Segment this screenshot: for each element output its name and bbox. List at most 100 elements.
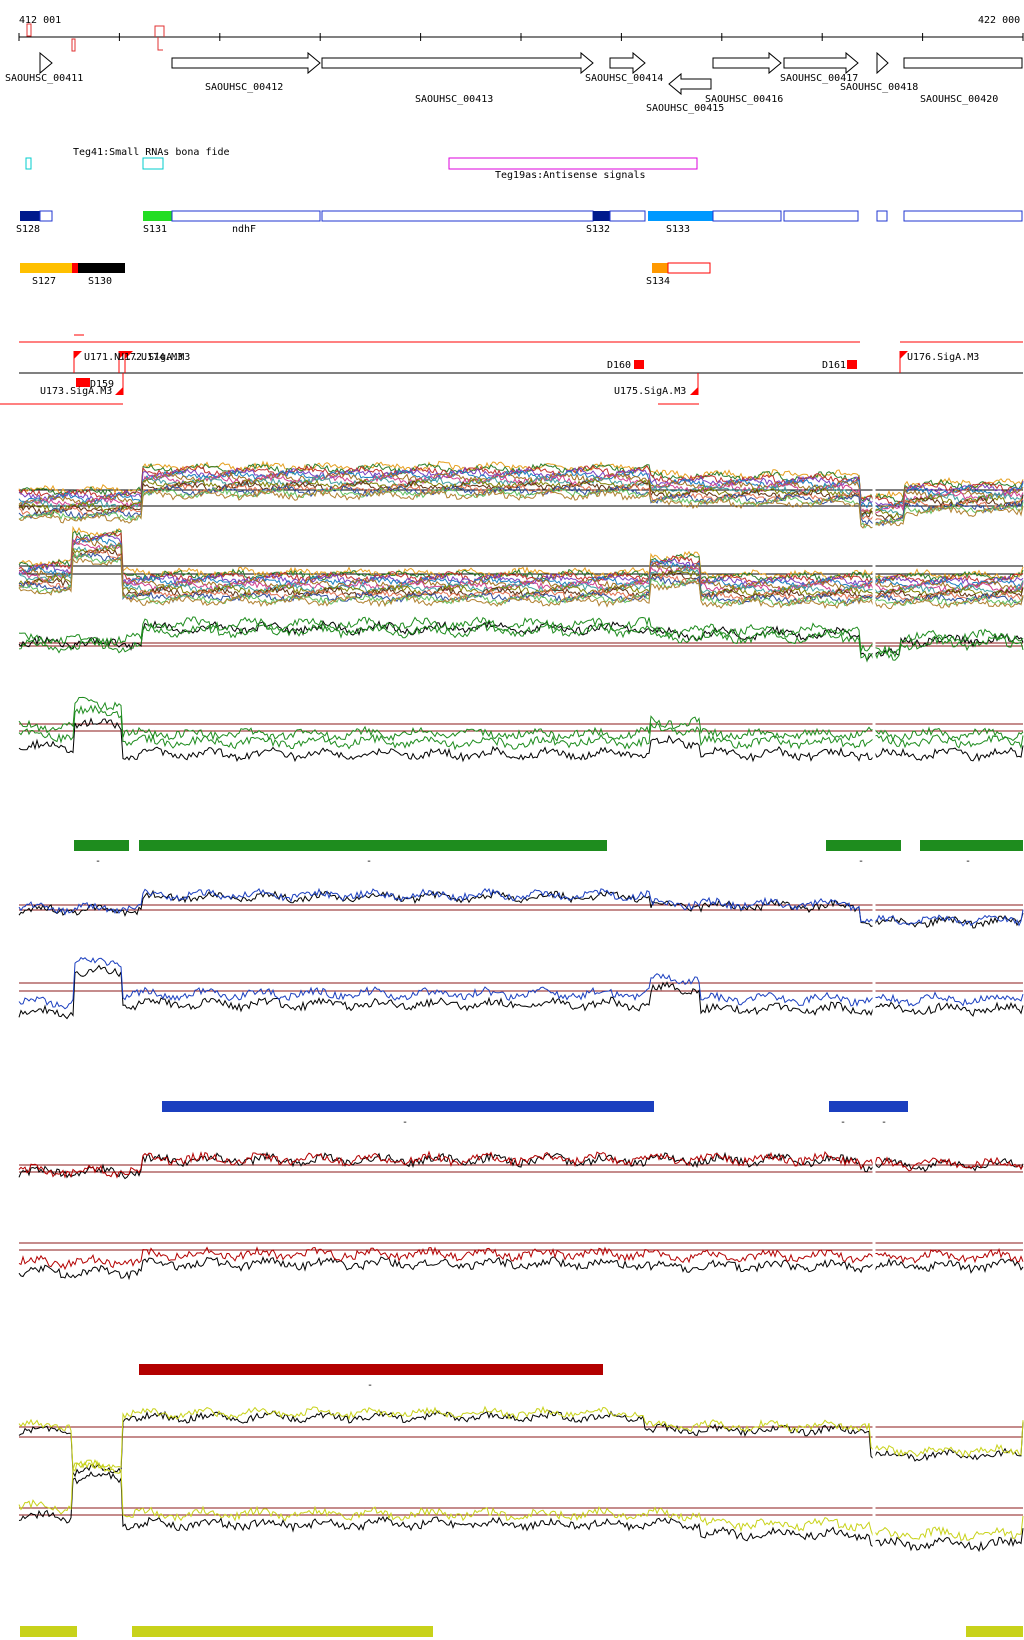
segment-s127 <box>20 263 72 273</box>
segment-s130 <box>78 263 125 273</box>
summary-bars-green: ---- <box>74 840 1023 867</box>
promoter-mark-u171 <box>73 351 82 373</box>
segment-label-ndhf: ndhF <box>232 224 256 235</box>
gene-label-g412: SAOUHSC_00412 <box>205 82 283 93</box>
profile-multi-bottom <box>18 525 1024 610</box>
promoter-box-d161 <box>847 360 857 369</box>
promoter-mark-u176 <box>899 351 908 373</box>
profile-blue-2 <box>18 950 1024 1030</box>
summary-mark-green-1: - <box>366 856 372 867</box>
promoter-label-d161: D161 <box>822 360 846 371</box>
summary-bar-green-2 <box>826 840 901 851</box>
summary-mark-green-3: - <box>965 856 971 867</box>
segment-label-s128: S128 <box>16 224 40 235</box>
summary-mark-green-2: - <box>858 856 864 867</box>
segment-label-s127: S127 <box>32 276 56 287</box>
profile-blue-1 <box>18 880 1024 940</box>
promoter-label-u174: U174.M3 <box>141 352 183 363</box>
gene-label-g418: SAOUHSC_00418 <box>840 82 918 93</box>
summary-bar-yellow-2 <box>966 1626 1023 1637</box>
summary-mark-blue-2: - <box>881 1117 887 1128</box>
expression-profiles <box>18 460 1024 1560</box>
promoter-track: U171.N... U172.SigA.M3 U174.M3 D159 U173… <box>0 334 1023 405</box>
summary-bar-yellow-0 <box>20 1626 77 1637</box>
gene-label-g413: SAOUHSC_00413 <box>415 94 493 105</box>
segment-track: S128 S131 ndhF S132 S133 S127 S130 S134 <box>16 210 1023 287</box>
segment-s131 <box>143 211 172 221</box>
summary-bars-yellow: ----- <box>20 1626 1023 1637</box>
gene-arrow-g420 <box>903 57 1023 69</box>
gene-arrow-g416 <box>712 51 782 75</box>
promoter-mark-u174 <box>124 351 133 373</box>
summary-bar-green-3 <box>920 840 1023 851</box>
summary-bar-green-0 <box>74 840 129 851</box>
promoter-box-d159 <box>76 378 90 387</box>
profile-green-1 <box>18 600 1024 670</box>
promoter-label-u172: U172.SigA.M3 <box>118 352 190 363</box>
promoter-label-u175: U175.SigA.M3 <box>614 386 686 397</box>
summary-bars-blue: --- <box>162 1101 908 1128</box>
segment-label-s131: S131 <box>143 224 167 235</box>
summary-bar-red-0 <box>139 1364 603 1375</box>
segment-label-s133: S133 <box>666 224 690 235</box>
promoter-label-u173: U173.SigA.M3 <box>40 386 112 397</box>
summary-mark-blue-0: - <box>402 1117 408 1128</box>
gene-arrow-g415 <box>668 72 712 96</box>
profile-yellow-1 <box>18 1400 1024 1480</box>
gene-label-g417: SAOUHSC_00417 <box>780 73 858 84</box>
srna-box <box>25 157 32 170</box>
profile-multi-top <box>18 460 1024 530</box>
segment-s132 <box>593 211 610 221</box>
teg19as-box <box>448 157 698 170</box>
summary-mark-green-0: - <box>95 856 101 867</box>
promoter-label-u176: U176.SigA.M3 <box>907 352 979 363</box>
segment-label-s132: S132 <box>586 224 610 235</box>
promoter-label-d159: D159 <box>90 379 114 390</box>
gene-arrows <box>39 51 1023 96</box>
teg41-box <box>142 157 164 170</box>
segment-label-s134: S134 <box>646 276 670 287</box>
gene-arrow-g412 <box>171 51 321 75</box>
summary-bar-yellow-1 <box>132 1626 433 1637</box>
summary-bars: ------------- <box>20 840 1023 1637</box>
summary-bar-green-1 <box>139 840 607 851</box>
summary-mark-red-0: - <box>367 1380 373 1391</box>
summary-bar-blue-0 <box>162 1101 654 1112</box>
segment-label-s130: S130 <box>88 276 112 287</box>
promoter-box-d160 <box>634 360 644 369</box>
summary-bar-blue-1 <box>829 1101 908 1112</box>
profile-red-2 <box>18 1230 1024 1290</box>
ruler-end-label: 422 000 <box>978 15 1020 26</box>
segment-ndhf <box>171 210 321 222</box>
profile-red-1 <box>18 1140 1024 1190</box>
ruler-start-label: 412 001 <box>19 15 61 26</box>
profile-green-2 <box>18 696 1024 770</box>
promoter-marks <box>73 351 908 395</box>
promoter-mark-u175 <box>690 373 699 395</box>
gene-label-g411: SAOUHSC_00411 <box>5 73 83 84</box>
promoter-label-u171: U171.N... <box>84 352 138 363</box>
ruler-ticks <box>18 33 1024 41</box>
gene-label-g416: SAOUHSC_00416 <box>705 94 783 105</box>
coordinate-ruler: 412 001 422 000 <box>18 15 1024 52</box>
gene-arrow-g417 <box>783 51 859 75</box>
promoter-label-d160: D160 <box>607 360 631 371</box>
segment-s134 <box>652 263 668 273</box>
gene-arrow-g414 <box>609 51 646 75</box>
gene-track: SAOUHSC_00411 SAOUHSC_00412 SAOUHSC_0041… <box>5 51 1023 114</box>
gene-label-g415: SAOUHSC_00415 <box>646 103 724 114</box>
summary-bars-red: - <box>139 1364 603 1391</box>
segment-s133 <box>648 211 713 221</box>
gene-label-g414: SAOUHSC_00414 <box>585 73 663 84</box>
gene-arrow-g418 <box>876 51 889 75</box>
srna-feature-track: Teg41:Small RNAs bona fide Teg19as:Antis… <box>25 147 698 181</box>
gene-label-g420: SAOUHSC_00420 <box>920 94 998 105</box>
profile-yellow-2 <box>18 1459 1024 1560</box>
gene-arrow-g413 <box>321 51 594 75</box>
teg19as-label: Teg19as:Antisense signals <box>495 170 646 181</box>
segment-s128 <box>20 211 40 221</box>
gene-arrow-g411 <box>39 51 53 75</box>
summary-mark-blue-1: - <box>840 1117 846 1128</box>
teg41-label: Teg41:Small RNAs bona fide <box>73 147 230 158</box>
